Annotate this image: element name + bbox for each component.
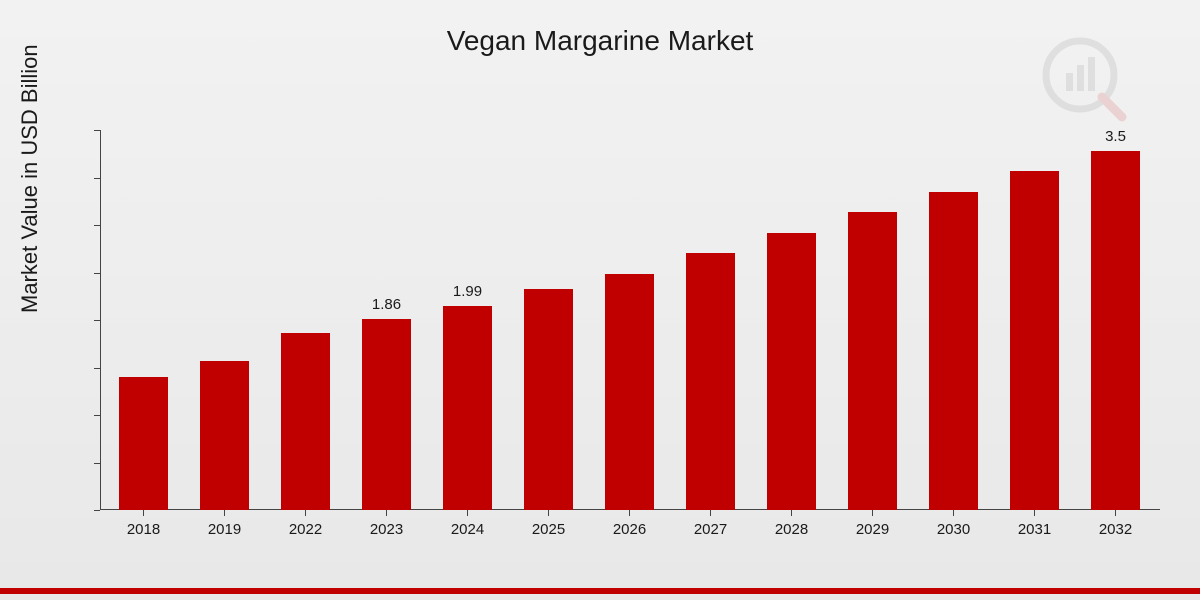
- y-axis-label: Market Value in USD Billion: [17, 44, 43, 313]
- bar: [200, 361, 249, 510]
- bar-group: 1.862023: [346, 130, 427, 510]
- x-axis-tick: [629, 510, 630, 516]
- x-axis-tick: [386, 510, 387, 516]
- footer-accent-line: [0, 588, 1200, 594]
- bar-group: 1.992024: [427, 130, 508, 510]
- y-axis-tick: [94, 178, 100, 179]
- bar: [848, 212, 897, 510]
- x-axis-tick: [305, 510, 306, 516]
- chart-plot-area: 2018201920221.8620231.992024202520262027…: [100, 130, 1160, 510]
- bar-group: 2031: [994, 130, 1075, 510]
- watermark-logo-icon: [1040, 35, 1130, 130]
- x-axis-tick: [224, 510, 225, 516]
- bar: [686, 253, 735, 510]
- y-axis-tick: [94, 368, 100, 369]
- x-axis-tick: [143, 510, 144, 516]
- bar-value-label: 1.86: [346, 296, 427, 313]
- x-axis-tick-label: 2030: [913, 521, 994, 538]
- x-axis-tick-label: 2018: [103, 521, 184, 538]
- bar-group: 2019: [184, 130, 265, 510]
- x-axis-tick: [872, 510, 873, 516]
- y-axis-tick: [94, 415, 100, 416]
- bars-container: 2018201920221.8620231.992024202520262027…: [100, 130, 1160, 510]
- bar-group: 3.52032: [1075, 130, 1156, 510]
- y-axis-tick: [94, 225, 100, 226]
- y-axis-tick: [94, 130, 100, 131]
- bar-group: 2030: [913, 130, 994, 510]
- bar-group: 2022: [265, 130, 346, 510]
- x-axis-tick: [791, 510, 792, 516]
- x-axis-tick-label: 2025: [508, 521, 589, 538]
- x-axis-tick: [1034, 510, 1035, 516]
- x-axis-tick-label: 2026: [589, 521, 670, 538]
- chart-title: Vegan Margarine Market: [0, 0, 1200, 57]
- bar-group: 2028: [751, 130, 832, 510]
- bar: [767, 233, 816, 510]
- x-axis-tick: [953, 510, 954, 516]
- x-axis-tick-label: 2029: [832, 521, 913, 538]
- bar-value-label: 1.99: [427, 283, 508, 300]
- y-axis-tick: [94, 463, 100, 464]
- x-axis-tick-label: 2019: [184, 521, 265, 538]
- bar-group: 2025: [508, 130, 589, 510]
- bar-value-label: 3.5: [1075, 128, 1156, 145]
- y-axis-tick: [94, 273, 100, 274]
- x-axis-tick-label: 2023: [346, 521, 427, 538]
- x-axis-tick: [1115, 510, 1116, 516]
- x-axis-tick-label: 2028: [751, 521, 832, 538]
- bar: [281, 333, 330, 510]
- bar: [929, 192, 978, 510]
- bar-group: 2026: [589, 130, 670, 510]
- bar: [443, 306, 492, 510]
- x-axis-tick: [710, 510, 711, 516]
- x-axis-tick-label: 2027: [670, 521, 751, 538]
- bar-group: 2029: [832, 130, 913, 510]
- bar: [1091, 151, 1140, 510]
- bar-group: 2027: [670, 130, 751, 510]
- x-axis-tick-label: 2031: [994, 521, 1075, 538]
- bar-group: 2018: [103, 130, 184, 510]
- bar: [524, 289, 573, 510]
- bar: [119, 377, 168, 511]
- x-axis-tick-label: 2022: [265, 521, 346, 538]
- bar: [1010, 171, 1059, 510]
- bar: [605, 274, 654, 510]
- x-axis-tick-label: 2032: [1075, 521, 1156, 538]
- x-axis-tick-label: 2024: [427, 521, 508, 538]
- x-axis-tick: [467, 510, 468, 516]
- y-axis-tick: [94, 320, 100, 321]
- y-axis-tick: [94, 510, 100, 511]
- x-axis-tick: [548, 510, 549, 516]
- bar: [362, 319, 411, 510]
